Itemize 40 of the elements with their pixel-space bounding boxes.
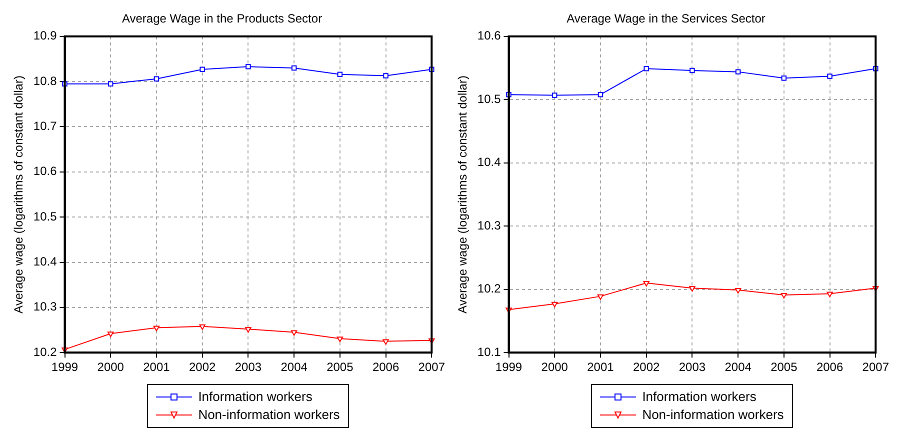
y-tick-label: 10.9	[33, 28, 58, 43]
legend-label: Non-information workers	[642, 406, 784, 424]
y-tick-label: 10.5	[33, 209, 58, 224]
y-tick-label: 10.2	[477, 282, 502, 296]
x-tick-label: 2005	[326, 360, 354, 374]
x-tick-label: 2004	[724, 360, 752, 374]
x-tick-label: 2000	[97, 360, 124, 374]
y-tick-label: 10.7	[33, 119, 58, 134]
x-tick-label: 2006	[372, 360, 400, 374]
chart-title: Average Wage in the Services Sector	[566, 12, 766, 26]
legend-label: Information workers	[198, 388, 312, 406]
x-tick-label: 1999	[51, 360, 78, 374]
x-tick-label: 2002	[632, 360, 660, 374]
y-tick-label: 10.4	[33, 254, 58, 269]
y-tick-label: 10.4	[477, 155, 502, 170]
x-tick-label: 2001	[587, 360, 614, 374]
x-tick-label: 1999	[495, 360, 522, 374]
y-tick-label: 10.5	[477, 92, 502, 106]
legend-label: Non-information workers	[198, 406, 340, 424]
y-tick-label: 10.6	[33, 164, 58, 178]
x-tick-label: 2002	[188, 360, 216, 374]
y-tick-label: 10.6	[477, 28, 502, 43]
y-tick-label: 10.1	[477, 344, 502, 359]
y-axis-title: Average wage (logarithms of constant dollar)	[456, 76, 470, 314]
x-tick-label: 2000	[541, 360, 568, 374]
chart-title: Average Wage in the Products Sector	[122, 12, 322, 26]
x-tick-label: 2007	[418, 360, 446, 374]
legend-label: Information workers	[642, 388, 756, 406]
y-tick-label: 10.8	[33, 74, 58, 88]
x-tick-label: 2001	[143, 360, 170, 374]
x-tick-label: 2006	[816, 360, 844, 374]
y-axis-title: Average wage (logarithms of constant dollar)	[12, 76, 26, 314]
x-tick-label: 2003	[678, 360, 706, 374]
y-tick-label: 10.3	[33, 300, 58, 314]
y-tick-label: 10.2	[33, 344, 58, 359]
x-tick-label: 2005	[770, 360, 798, 374]
x-tick-label: 2003	[234, 360, 262, 374]
x-tick-label: 2007	[862, 360, 890, 374]
y-tick-label: 10.3	[477, 218, 502, 232]
x-tick-label: 2004	[280, 360, 308, 374]
